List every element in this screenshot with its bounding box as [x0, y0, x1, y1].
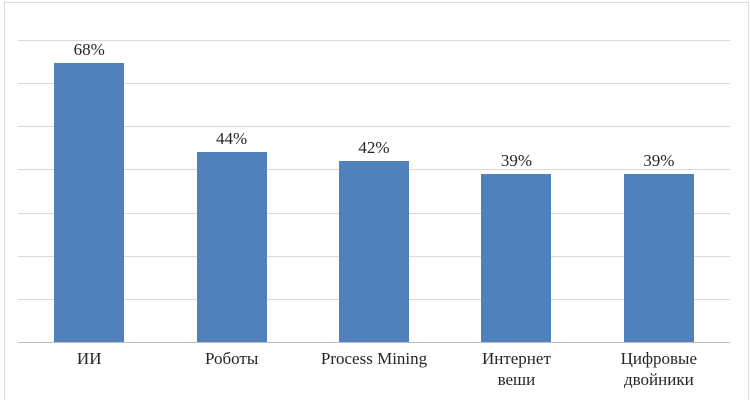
category-label: ИИ — [76, 349, 102, 368]
bar — [481, 173, 552, 342]
gridline — [18, 126, 730, 128]
bar — [623, 173, 694, 342]
bar-group: 44% — [160, 40, 302, 342]
bar-group: 39% — [445, 40, 587, 342]
category-label: Интернет веши — [481, 349, 551, 389]
bar-group: 42% — [303, 40, 445, 342]
category-label: Process Mining — [320, 349, 428, 368]
data-label: 39% — [500, 150, 532, 170]
data-label: 44% — [216, 129, 248, 149]
chart-frame-border — [4, 2, 749, 400]
gridline — [18, 83, 730, 85]
category-label: Цифровые двойники — [620, 349, 698, 389]
data-label: 42% — [358, 137, 390, 157]
bar — [196, 152, 267, 342]
bar — [54, 63, 125, 342]
category-label: Роботы — [204, 349, 259, 368]
x-axis-labels: ИИ Роботы Process Mining Интернет веши Цифро… — [18, 348, 730, 390]
data-label: 68% — [73, 40, 105, 59]
bar-group: 39% — [588, 40, 730, 342]
bar — [339, 160, 410, 342]
bars-row: 68% 44% 42% 39% 39% — [18, 40, 730, 342]
gridline — [18, 40, 730, 41]
plot-area: 68% 44% 42% 39% 39% — [18, 40, 730, 343]
data-label: 39% — [643, 150, 675, 170]
bar-group: 68% — [18, 40, 160, 342]
